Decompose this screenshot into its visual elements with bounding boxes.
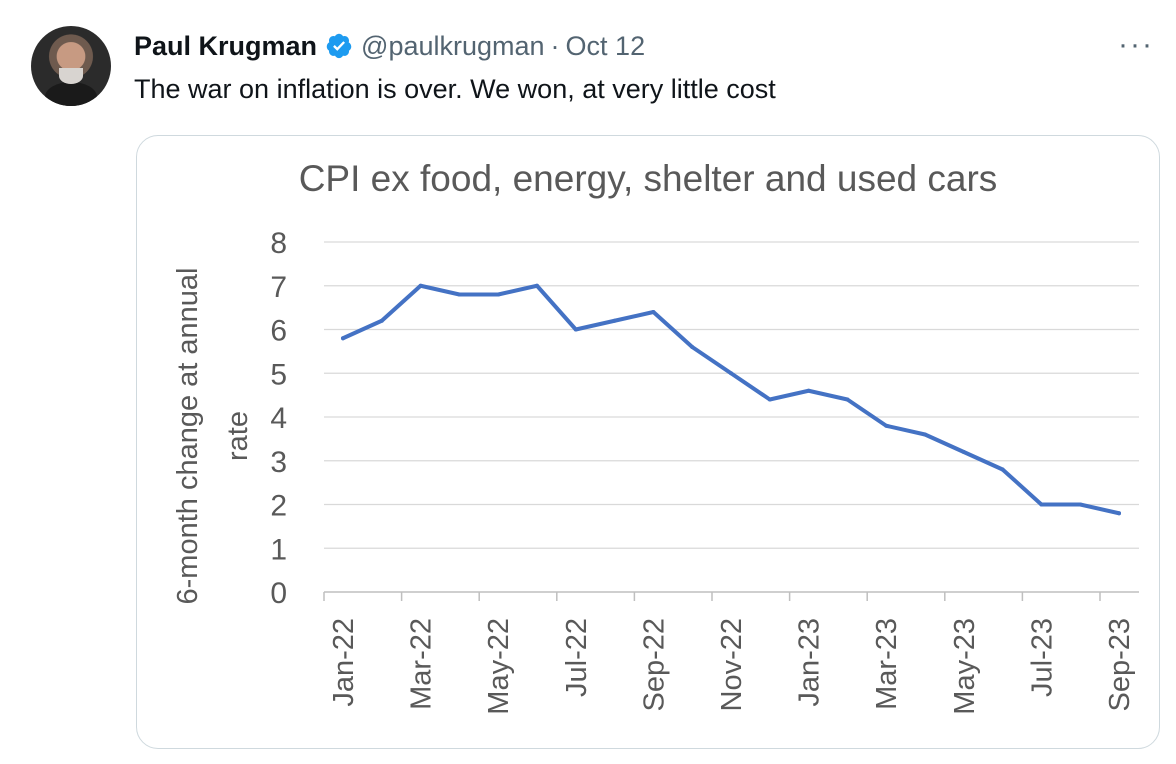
data-point — [612, 318, 617, 323]
data-point — [535, 283, 539, 288]
tweet-text: The war on inflation is over. We won, at… — [134, 74, 776, 104]
y-axis-label-line2: rate — [222, 411, 254, 461]
x-tick-label: Jan-23 — [794, 618, 826, 707]
data-point — [923, 432, 927, 437]
x-tick-label: Nov-22 — [716, 618, 748, 712]
data-point — [379, 318, 384, 323]
tweet-header: Paul Krugman @paulkrugman · Oct 12 — [134, 30, 645, 62]
series-line-0 — [341, 283, 1121, 516]
tweet-media-chart[interactable]: CPI ex food, energy, shelter and used ca… — [136, 135, 1160, 749]
data-point — [457, 292, 462, 297]
x-tick-label: Jan-22 — [328, 618, 360, 707]
data-point — [496, 292, 501, 297]
y-tick-label: 0 — [270, 577, 287, 610]
data-point — [884, 423, 889, 428]
y-tick-label: 8 — [270, 227, 287, 260]
data-point — [729, 371, 733, 376]
y-tick-label: 1 — [270, 533, 287, 566]
more-options-icon[interactable]: ··· — [1118, 28, 1154, 61]
tweet-date[interactable]: Oct 12 — [565, 30, 646, 61]
data-point — [651, 310, 656, 314]
cpi-line-chart: CPI ex food, energy, shelter and used ca… — [172, 158, 1139, 715]
author-avatar[interactable] — [31, 26, 111, 106]
verified-badge-icon[interactable] — [325, 32, 353, 60]
y-tick-label: 6 — [270, 315, 287, 348]
data-point — [767, 397, 772, 402]
y-tick-label: 3 — [270, 446, 287, 479]
data-point — [1078, 502, 1083, 507]
x-tick-label: Mar-22 — [406, 618, 438, 710]
data-point — [1117, 511, 1121, 516]
data-point — [1039, 502, 1044, 507]
y-tick-label: 5 — [270, 358, 287, 391]
y-tick-label: 7 — [270, 271, 287, 304]
y-tick-label: 4 — [270, 402, 287, 435]
x-tick-label: Sep-22 — [638, 618, 670, 712]
x-tick-label: Mar-23 — [871, 618, 903, 710]
x-tick-label: Jul-23 — [1026, 618, 1058, 697]
data-point — [690, 345, 695, 349]
avatar-beard — [59, 68, 83, 84]
data-point — [341, 336, 345, 341]
author-handle[interactable]: @paulkrugman — [361, 30, 545, 61]
y-tick-label: 2 — [270, 490, 287, 523]
author-name[interactable]: Paul Krugman — [134, 30, 318, 61]
data-point — [573, 327, 578, 332]
x-tick-label: May-23 — [949, 618, 981, 715]
y-axis-label-line1: 6-month change at annual — [172, 268, 204, 605]
header-separator: · — [550, 30, 560, 61]
data-point — [1000, 467, 1005, 472]
data-point — [961, 450, 966, 454]
chart-title: CPI ex food, energy, shelter and used ca… — [299, 158, 998, 199]
data-point — [418, 283, 423, 288]
x-tick-label: May-22 — [483, 618, 515, 715]
x-tick-label: Jul-22 — [561, 618, 593, 697]
x-tick-label: Sep-23 — [1104, 618, 1136, 712]
data-point — [845, 397, 850, 402]
data-point — [806, 388, 811, 393]
avatar-shirt — [45, 82, 97, 106]
